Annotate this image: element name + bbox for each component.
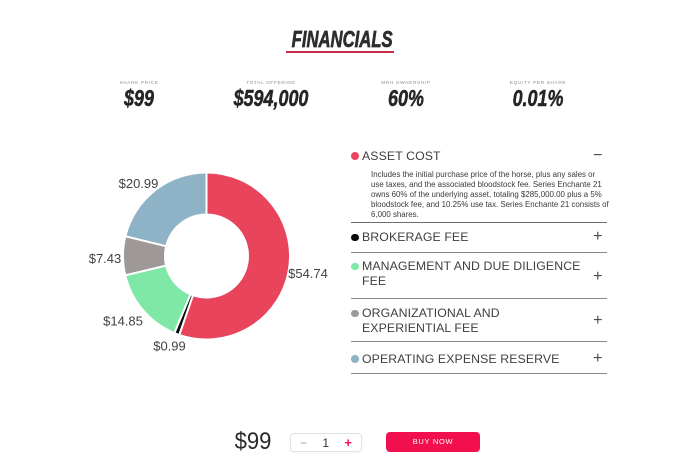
svg-text:$0.99: $0.99 bbox=[153, 339, 186, 354]
svg-text:$20.99: $20.99 bbox=[119, 176, 159, 191]
svg-text:$14.85: $14.85 bbox=[103, 313, 143, 328]
svg-text:$54.74: $54.74 bbox=[288, 266, 328, 281]
svg-text:$7.43: $7.43 bbox=[89, 251, 122, 266]
